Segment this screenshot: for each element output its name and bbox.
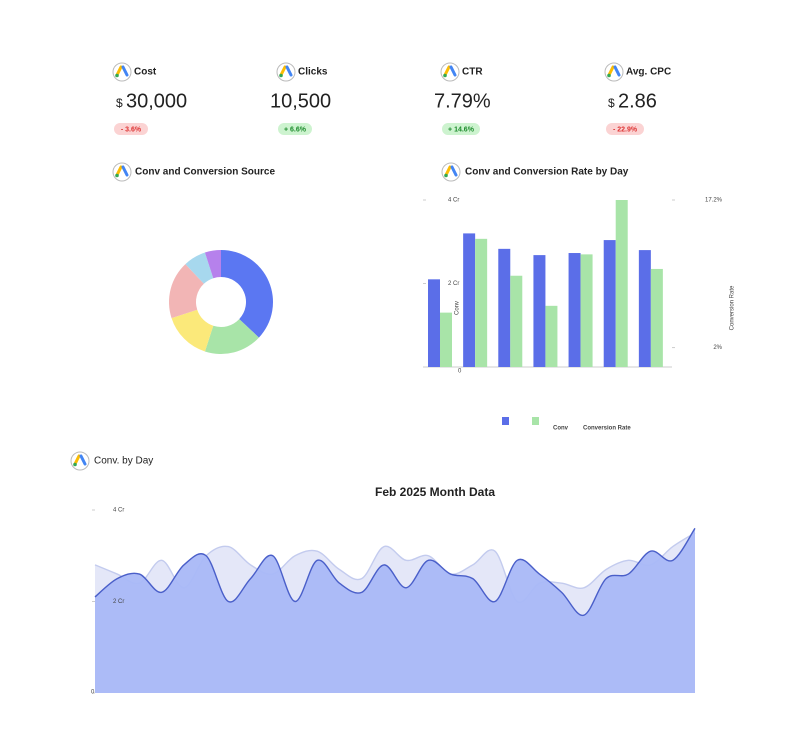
y-tick-label: 2 Cr (448, 281, 459, 287)
ads-icon (69, 450, 91, 472)
bar (580, 254, 593, 367)
bar (650, 268, 663, 367)
area-line (94, 527, 696, 616)
kpi-change-badge (442, 123, 480, 135)
pie-slice (185, 252, 214, 284)
bar (463, 233, 476, 367)
kpi-value: 10,500 (270, 90, 331, 112)
chart-title: Conv and Conversion Rate by Day (465, 167, 629, 178)
kpi-change: + 14.6% (448, 126, 475, 133)
pie-slice (204, 319, 259, 354)
y-axis-label: Conv (455, 301, 461, 315)
legend-label: Conv (553, 426, 569, 432)
kpi-value: 30,000 (126, 90, 187, 112)
kpi-label: Clicks (298, 67, 328, 78)
pie-slice (221, 250, 274, 338)
bar (510, 275, 523, 367)
legend-label: Conversion Rate (583, 426, 631, 432)
ads-icon (275, 61, 297, 83)
y-tick-label: 4 Cr (448, 198, 459, 204)
bar (603, 240, 616, 367)
kpi-currency: $ (116, 96, 123, 110)
chart-title: Feb 2025 Month Data (375, 485, 495, 499)
kpi-change: - 3.6% (121, 126, 142, 133)
y2-tick-label: 17.2% (705, 198, 723, 204)
ads-icon (111, 161, 133, 183)
y-tick-label: 0 (458, 369, 462, 375)
bar (498, 248, 511, 367)
legend-swatch (502, 417, 509, 425)
kpi-label: CTR (462, 67, 483, 78)
pie-slice (171, 309, 214, 352)
ads-icon (603, 61, 625, 83)
chart-title: Conv and Conversion Source (135, 167, 275, 178)
y2-axis-label: Conversion Rate (730, 285, 736, 330)
bar (545, 305, 558, 367)
bar (428, 279, 440, 367)
kpi-change-badge (114, 123, 148, 135)
pie-slice (204, 250, 221, 279)
ads-icon (439, 61, 461, 83)
kpi-label: Avg. CPC (626, 67, 671, 78)
legend-swatch (532, 417, 539, 425)
y2-tick-label: 2% (713, 345, 722, 351)
pie-slice (169, 264, 204, 319)
kpi-label: Cost (134, 67, 157, 78)
ads-icon (440, 161, 462, 183)
ads-icon (111, 61, 133, 83)
kpi-value: 2.86 (618, 90, 657, 112)
kpi-change: - 22.9% (613, 126, 638, 133)
bar (638, 250, 651, 367)
kpi-currency: $ (608, 96, 615, 110)
bar (568, 253, 581, 367)
y-tick-label: 2 Cr (113, 599, 124, 605)
kpi-value: 7.79% (434, 90, 491, 112)
bar (475, 238, 488, 367)
y-tick-label: 4 Cr (113, 508, 124, 514)
bar (615, 200, 628, 367)
section-header: Conv. by Day (94, 456, 153, 467)
area-fill (95, 528, 695, 693)
y-tick-label: 0 (91, 690, 95, 696)
kpi-change-badge (606, 123, 644, 135)
bar (440, 312, 452, 367)
bar (533, 255, 546, 367)
kpi-change-badge (278, 123, 312, 135)
kpi-change: + 6.6% (284, 126, 307, 133)
